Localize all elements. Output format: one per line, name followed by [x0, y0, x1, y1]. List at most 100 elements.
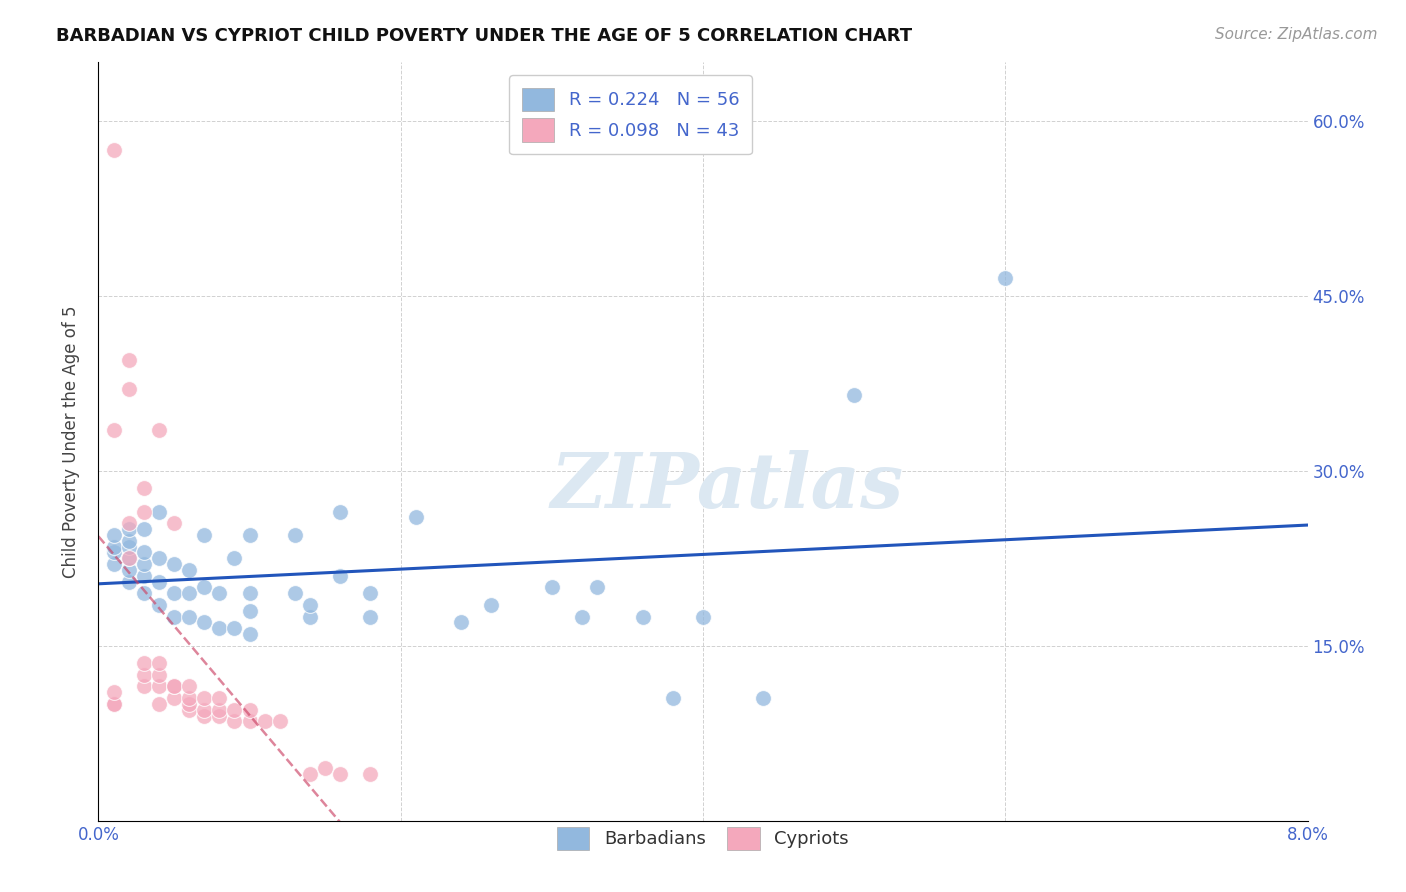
- Point: [163, 516, 186, 531]
- Point: [752, 691, 775, 706]
- Point: [208, 621, 231, 635]
- Point: [586, 580, 609, 594]
- Point: [118, 533, 141, 548]
- Point: [103, 143, 125, 157]
- Point: [179, 680, 201, 694]
- Point: [661, 691, 683, 706]
- Point: [299, 609, 322, 624]
- Point: [103, 697, 125, 711]
- Point: [540, 580, 562, 594]
- Point: [360, 609, 382, 624]
- Point: [118, 551, 141, 566]
- Point: [360, 586, 382, 600]
- Point: [631, 609, 654, 624]
- Point: [132, 568, 155, 582]
- Point: [269, 714, 291, 729]
- Point: [193, 528, 215, 542]
- Point: [148, 680, 170, 694]
- Point: [118, 522, 141, 536]
- Point: [208, 708, 231, 723]
- Point: [132, 557, 155, 571]
- Point: [148, 551, 170, 566]
- Point: [179, 563, 201, 577]
- Point: [163, 691, 186, 706]
- Point: [132, 656, 155, 670]
- Point: [132, 504, 155, 518]
- Point: [118, 551, 141, 566]
- Point: [329, 767, 352, 781]
- Text: Source: ZipAtlas.com: Source: ZipAtlas.com: [1215, 27, 1378, 42]
- Point: [299, 598, 322, 612]
- Point: [193, 691, 215, 706]
- Point: [118, 574, 141, 589]
- Point: [148, 574, 170, 589]
- Point: [132, 586, 155, 600]
- Point: [179, 703, 201, 717]
- Point: [208, 586, 231, 600]
- Point: [148, 697, 170, 711]
- Point: [132, 522, 155, 536]
- Legend: Barbadians, Cypriots: Barbadians, Cypriots: [550, 820, 856, 857]
- Point: [163, 680, 186, 694]
- Point: [193, 615, 215, 630]
- Point: [148, 504, 170, 518]
- Point: [148, 668, 170, 682]
- Point: [118, 540, 141, 554]
- Point: [224, 714, 246, 729]
- Point: [224, 621, 246, 635]
- Text: BARBADIAN VS CYPRIOT CHILD POVERTY UNDER THE AGE OF 5 CORRELATION CHART: BARBADIAN VS CYPRIOT CHILD POVERTY UNDER…: [56, 27, 912, 45]
- Point: [481, 598, 503, 612]
- Point: [193, 708, 215, 723]
- Point: [284, 586, 307, 600]
- Point: [118, 516, 141, 531]
- Point: [103, 423, 125, 437]
- Point: [692, 609, 714, 624]
- Point: [405, 510, 427, 524]
- Point: [179, 691, 201, 706]
- Point: [103, 545, 125, 559]
- Point: [208, 691, 231, 706]
- Point: [118, 382, 141, 396]
- Point: [299, 767, 322, 781]
- Text: ZIPatlas: ZIPatlas: [551, 450, 904, 524]
- Point: [844, 388, 866, 402]
- Point: [239, 604, 262, 618]
- Point: [329, 504, 352, 518]
- Point: [148, 598, 170, 612]
- Point: [314, 761, 336, 775]
- Point: [163, 680, 186, 694]
- Point: [103, 685, 125, 699]
- Point: [329, 568, 352, 582]
- Point: [239, 586, 262, 600]
- Point: [193, 580, 215, 594]
- Point: [284, 528, 307, 542]
- Point: [239, 528, 262, 542]
- Point: [179, 609, 201, 624]
- Point: [193, 703, 215, 717]
- Point: [179, 586, 201, 600]
- Point: [239, 714, 262, 729]
- Point: [163, 586, 186, 600]
- Point: [224, 703, 246, 717]
- Point: [571, 609, 593, 624]
- Point: [994, 271, 1017, 285]
- Point: [253, 714, 276, 729]
- Point: [163, 557, 186, 571]
- Point: [132, 545, 155, 559]
- Point: [148, 423, 170, 437]
- Point: [118, 352, 141, 367]
- Y-axis label: Child Poverty Under the Age of 5: Child Poverty Under the Age of 5: [62, 305, 80, 578]
- Point: [132, 668, 155, 682]
- Point: [450, 615, 472, 630]
- Point: [132, 481, 155, 495]
- Point: [148, 656, 170, 670]
- Point: [103, 697, 125, 711]
- Point: [360, 767, 382, 781]
- Point: [103, 540, 125, 554]
- Point: [208, 703, 231, 717]
- Point: [103, 528, 125, 542]
- Point: [224, 551, 246, 566]
- Point: [132, 680, 155, 694]
- Point: [239, 703, 262, 717]
- Point: [239, 627, 262, 641]
